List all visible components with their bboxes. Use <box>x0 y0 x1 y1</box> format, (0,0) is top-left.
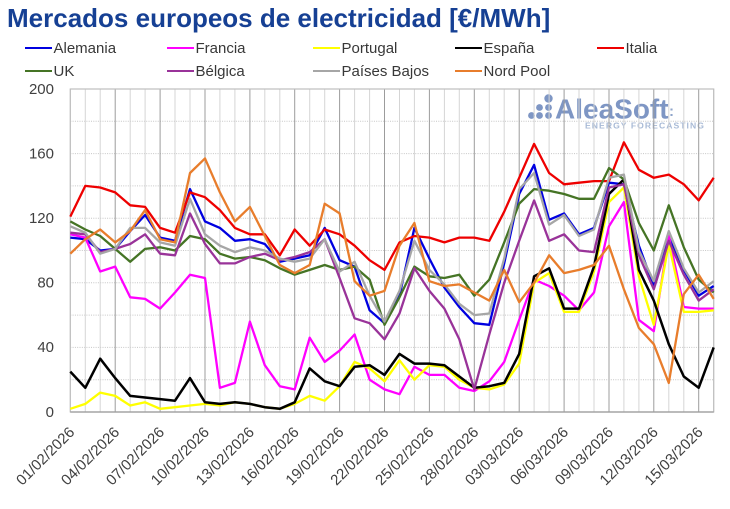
svg-text:80: 80 <box>37 275 54 292</box>
svg-text:ENERGY FORECASTING: ENERGY FORECASTING <box>585 121 705 131</box>
svg-text::: : <box>669 103 674 120</box>
svg-text:0: 0 <box>46 404 54 421</box>
svg-text:200: 200 <box>29 81 54 98</box>
svg-text:160: 160 <box>29 145 54 162</box>
svg-text:120: 120 <box>29 210 54 227</box>
svg-text:40: 40 <box>37 339 54 356</box>
svg-text:AleaSoft: AleaSoft <box>555 94 669 125</box>
